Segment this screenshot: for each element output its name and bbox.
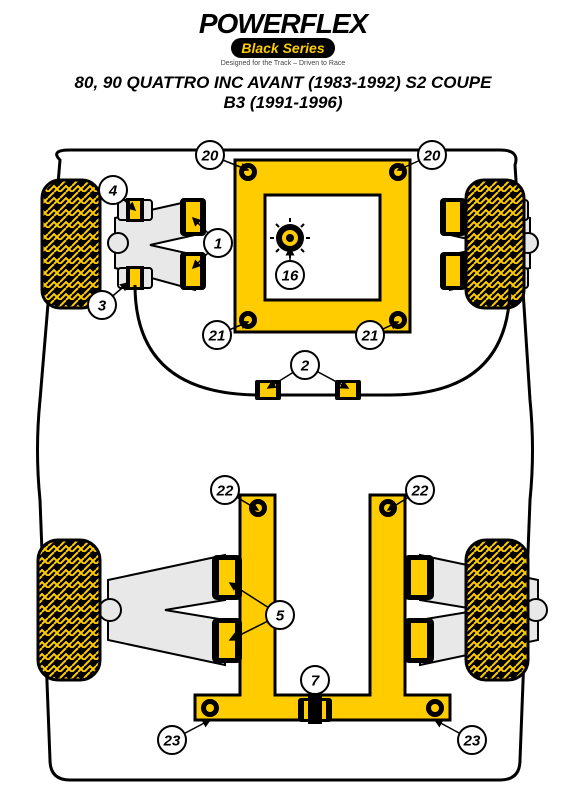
label-text-3: 3: [98, 298, 107, 315]
label-text-23: 23: [163, 733, 181, 750]
label-text-7: 7: [311, 673, 320, 690]
label-text-4: 4: [108, 183, 118, 200]
label-text-2: 2: [300, 358, 310, 375]
front-wheel-left: [42, 180, 100, 308]
label-text-20: 20: [423, 148, 441, 165]
diagram-container: POWERFLEX Black Series Designed for the …: [0, 0, 566, 800]
rear-wheel-right: [466, 540, 528, 680]
label-text-21: 21: [361, 328, 379, 345]
label-text-1: 1: [214, 236, 222, 253]
label-text-22: 22: [411, 483, 429, 500]
label-text-20: 20: [201, 148, 219, 165]
front-wheel-right: [466, 180, 524, 308]
label-text-22: 22: [216, 483, 234, 500]
rear-wishbone-left: [99, 555, 242, 665]
label-text-16: 16: [282, 268, 299, 285]
suspension-diagram: 202041163212122222572323: [0, 0, 566, 800]
front-subframe: [235, 160, 410, 332]
label-text-21: 21: [208, 328, 226, 345]
label-text-5: 5: [276, 608, 285, 625]
rear-wheel-left: [38, 540, 100, 680]
label-text-23: 23: [463, 733, 481, 750]
